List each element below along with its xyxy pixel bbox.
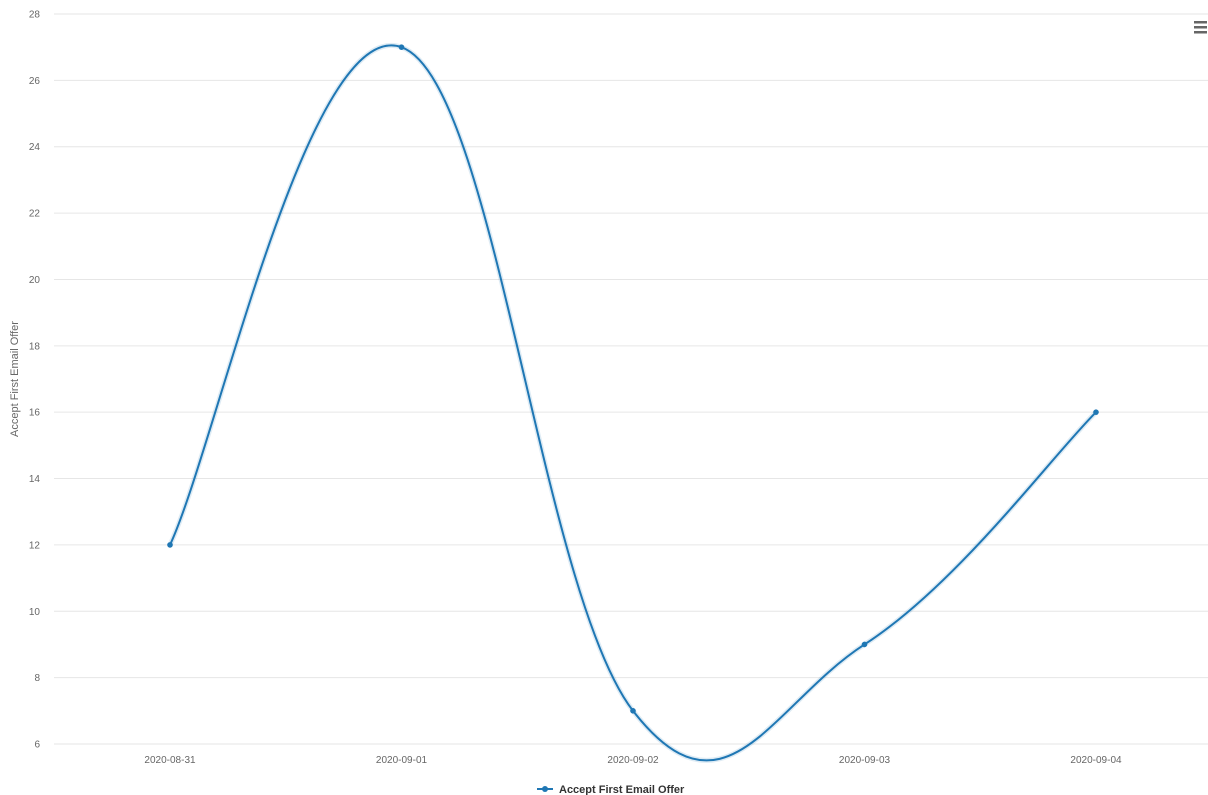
series-line-shadow	[167, 42, 1098, 763]
data-point[interactable]	[167, 542, 173, 548]
y-tick-label: 26	[29, 76, 41, 87]
hamburger-menu-icon[interactable]	[1190, 16, 1207, 34]
series-line[interactable]	[169, 44, 1097, 762]
data-point[interactable]	[630, 708, 636, 714]
x-axis-ticks: 2020-08-31 2020-09-01 2020-09-02 2020-09-03…	[144, 755, 1122, 766]
y-tick-label: 22	[29, 209, 41, 220]
series-layer	[167, 42, 1099, 763]
x-tick-label: 2020-09-01	[376, 755, 428, 766]
y-tick-label: 20	[29, 275, 41, 286]
x-tick-label: 2020-08-31	[144, 755, 196, 766]
y-tick-label: 14	[29, 474, 41, 485]
y-tick-label: 10	[29, 607, 41, 618]
y-tick-label: 24	[29, 142, 41, 153]
data-point[interactable]	[1093, 409, 1099, 415]
y-tick-label: 8	[34, 673, 40, 684]
y-tick-label: 12	[29, 540, 41, 551]
data-point[interactable]	[861, 641, 868, 648]
x-tick-label: 2020-09-02	[607, 755, 659, 766]
x-tick-label: 2020-09-03	[839, 755, 891, 766]
y-axis-title: Accept First Email Offer	[9, 321, 21, 437]
legend-label: Accept First Email Offer	[559, 784, 685, 795]
legend-marker-symbol	[542, 786, 548, 792]
y-tick-label: 16	[29, 408, 41, 419]
data-point[interactable]	[398, 44, 405, 50]
y-tick-label: 18	[29, 341, 41, 352]
legend[interactable]: Accept First Email Offer	[537, 784, 685, 795]
y-tick-label: 6	[34, 740, 40, 751]
y-axis-ticks: 6 8 10 12 14 16 18 20 22 24 26 28	[29, 10, 41, 751]
y-tick-label: 28	[29, 10, 41, 21]
grid-lines	[54, 13, 1208, 745]
x-tick-label: 2020-09-04	[1070, 755, 1122, 766]
